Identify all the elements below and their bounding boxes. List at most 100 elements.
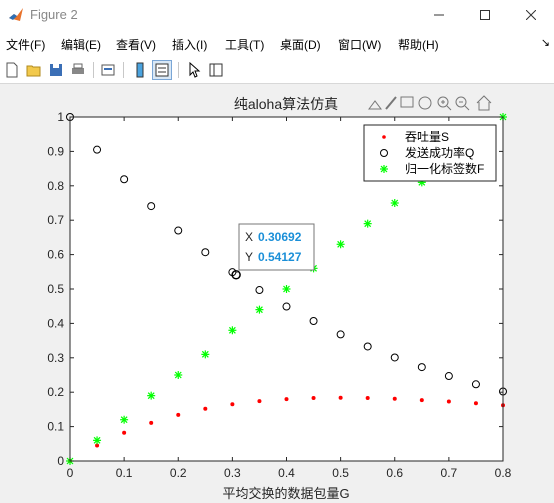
x-tick-label: 0.6	[386, 466, 403, 480]
menu-bar: 文件(F) 编辑(E) 查看(V) 插入(I) 工具(T) 桌面(D) 窗口(W…	[0, 30, 554, 56]
ticks-layer: 0 0.1 0.2 0.3 0.4 0.5 0.6 0.7 0.8 0 0.1 0.2 0.3 0.4 0.…	[47, 110, 511, 480]
menu-desktop[interactable]: 桌面(D)	[280, 38, 321, 52]
link-icon[interactable]	[98, 60, 118, 80]
maximize-icon	[480, 10, 490, 20]
y-tick-label: 1	[57, 110, 64, 124]
throughput-point	[122, 430, 127, 435]
y-tick-label: 0.6	[47, 248, 64, 262]
success-rate-point	[336, 330, 345, 339]
legend-marker-success	[380, 149, 388, 157]
tag-point	[363, 219, 372, 228]
tag-point	[336, 240, 345, 249]
throughput-point	[365, 396, 370, 401]
throughput-point	[203, 406, 208, 411]
datatip-box	[238, 223, 315, 271]
tag-point	[120, 415, 129, 424]
legend-icon[interactable]	[152, 60, 172, 80]
throughput-point	[392, 396, 397, 401]
y-tick-label: 0.8	[47, 179, 64, 193]
throughput-point	[257, 399, 262, 404]
menu-window[interactable]: 窗口(W)	[338, 38, 382, 52]
legend-label-success: 发送成功率Q	[405, 145, 474, 160]
success-rate-point	[93, 145, 102, 154]
menu-dock-arrow-icon[interactable]: ↘	[540, 37, 550, 49]
tag-point	[201, 350, 210, 359]
zoom-out-icon[interactable]	[455, 96, 470, 111]
y-tick-label: 0.5	[47, 282, 64, 296]
throughput-point	[230, 402, 235, 407]
y-tick-label: 0.7	[47, 213, 64, 227]
menu-file[interactable]: 文件(F)	[6, 38, 46, 52]
matlab-logo-icon	[9, 8, 23, 21]
plot-area[interactable]: 0 0.1 0.2 0.3 0.4 0.5 0.6 0.7 0.8 0 0.1 0.2 0.3 0.4 0.…	[0, 85, 554, 503]
throughput-point	[95, 443, 100, 448]
x-tick-label: 0	[67, 466, 74, 480]
success-rate-point	[471, 380, 480, 389]
print-icon[interactable]	[68, 60, 88, 80]
datatip-icon[interactable]	[400, 96, 414, 108]
minimize-icon	[434, 14, 444, 16]
property-inspector-icon[interactable]	[206, 60, 226, 80]
success-rate-point	[417, 363, 426, 372]
plot-title: 纯aloha算法仿真	[234, 96, 338, 112]
tag-point	[228, 326, 237, 335]
tag-point	[147, 391, 156, 400]
window-title: Figure 2	[30, 7, 78, 22]
export-icon[interactable]	[368, 100, 382, 110]
legend[interactable]: 吞吐量S 发送成功率Q 归一化标签数F	[363, 124, 497, 182]
legend-label-throughput: 吞吐量S	[405, 130, 449, 144]
throughput-point	[284, 397, 289, 402]
menu-edit[interactable]: 编辑(E)	[61, 38, 101, 52]
x-axis-label: 平均交换的数据包量G	[222, 486, 349, 501]
y-tick-label: 0.1	[47, 420, 64, 434]
maximize-button[interactable]	[462, 0, 508, 30]
new-figure-icon[interactable]	[2, 60, 22, 80]
throughput-point	[149, 420, 154, 425]
figure-canvas: 0 0.1 0.2 0.3 0.4 0.5 0.6 0.7 0.8 0 0.1 0.2 0.3 0.4 0.…	[0, 85, 554, 503]
x-tick-label: 0.8	[495, 466, 512, 480]
pan-icon[interactable]	[418, 96, 432, 110]
legend-marker-tags	[380, 165, 388, 173]
success-rate-point	[390, 353, 399, 362]
success-rate-point	[282, 302, 291, 311]
throughput-point	[176, 412, 181, 417]
close-icon	[526, 10, 536, 20]
datatip-marker	[231, 270, 241, 280]
datatip-x-label: X	[245, 230, 253, 244]
tag-point	[93, 436, 102, 445]
minimize-button[interactable]	[416, 0, 462, 30]
y-tick-label: 0.2	[47, 385, 64, 399]
title-bar: Figure 2	[0, 0, 554, 30]
y-tick-label: 0.4	[47, 316, 64, 330]
success-rate-point	[309, 316, 318, 325]
home-icon[interactable]	[476, 95, 492, 111]
menu-help[interactable]: 帮助(H)	[398, 38, 439, 52]
figure-toolbar	[0, 56, 554, 84]
menu-insert[interactable]: 插入(I)	[172, 38, 208, 52]
success-rate-point	[444, 372, 453, 381]
datatip-y-label: Y	[245, 250, 253, 264]
brush-icon[interactable]	[385, 96, 397, 110]
colorbar-icon[interactable]	[130, 60, 150, 80]
x-tick-label: 0.2	[170, 466, 187, 480]
datatip[interactable]: X 0.30692 Y 0.54127	[236, 223, 315, 273]
open-icon[interactable]	[24, 60, 44, 80]
legend-marker-throughput	[382, 135, 386, 139]
tag-point	[282, 285, 291, 293]
success-rate-point	[255, 286, 264, 295]
menu-tools[interactable]: 工具(T)	[225, 38, 265, 52]
close-button[interactable]	[508, 0, 554, 30]
datatip-y-value: 0.54127	[258, 250, 302, 264]
success-rate-point	[174, 226, 183, 235]
zoom-in-icon[interactable]	[437, 96, 452, 111]
pointer-icon[interactable]	[184, 60, 204, 80]
datatip-x-value: 0.30692	[258, 230, 302, 244]
throughput-point	[446, 399, 451, 404]
axes-toolbar	[368, 95, 492, 111]
save-icon[interactable]	[46, 60, 66, 80]
throughput-point	[473, 401, 478, 406]
success-rate-point	[120, 175, 129, 184]
menu-view[interactable]: 查看(V)	[116, 38, 156, 52]
x-tick-label: 0.3	[224, 466, 241, 480]
